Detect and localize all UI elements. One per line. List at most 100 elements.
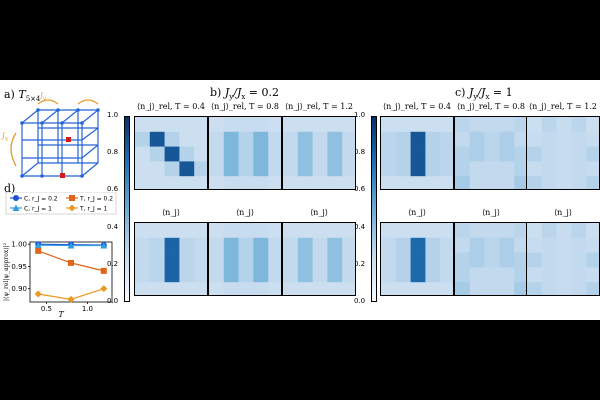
heatmap-cell <box>514 131 527 147</box>
heatmap-cell <box>484 267 500 283</box>
heatmap-cell <box>514 146 527 162</box>
heatmap-cell <box>541 252 557 268</box>
heatmap-cell <box>455 267 471 283</box>
x-tick-label: 1.0 <box>82 305 93 313</box>
heatmap-cell <box>410 117 426 133</box>
heatmap-cell <box>425 282 441 295</box>
heatmap-cell <box>135 146 151 162</box>
heatmap-cell <box>164 146 180 162</box>
heatmap-cell <box>135 267 151 283</box>
heatmap-cell <box>499 237 515 253</box>
heatmap-cell <box>268 252 281 268</box>
jx-label: Jx <box>2 132 9 143</box>
heatmap-cell <box>514 117 527 133</box>
heatmap-cell <box>556 176 572 189</box>
legend-label: T, r_J = 0.2 <box>79 196 113 203</box>
heatmap-cell <box>223 252 239 268</box>
panel-a-label: a) T5×4 <box>4 88 41 104</box>
heatmap-cell <box>556 161 572 177</box>
heatmap-cell <box>410 131 426 147</box>
heatmap-cell <box>440 117 453 133</box>
heatmap-cell <box>179 252 195 268</box>
heatmap-b-nj-t08 <box>208 222 282 296</box>
heatmap-cell <box>342 146 355 162</box>
y-tick-label: 1.00 <box>11 241 27 249</box>
heatmap-cell <box>469 282 485 295</box>
legend-marker <box>12 204 20 211</box>
heatmap-cell <box>556 131 572 147</box>
heatmap-cell <box>541 223 557 239</box>
heatmap-cell <box>253 252 269 268</box>
heatmap-cell <box>179 131 195 147</box>
heatmap-cell <box>312 161 328 177</box>
heatmap-cell <box>381 223 397 239</box>
heatmap-cell <box>268 161 281 177</box>
heatmap-cell <box>410 161 426 177</box>
heatmap-cell <box>297 267 313 283</box>
heatmap-cell <box>327 282 343 295</box>
heatmap-cell <box>253 131 269 147</box>
heatmap-cell <box>425 146 441 162</box>
heatmap-cell <box>455 176 471 189</box>
heatmap-cell <box>425 237 441 253</box>
heatmap-cell <box>571 131 587 147</box>
heatmap-cell <box>209 176 225 189</box>
heatmap-cell <box>253 161 269 177</box>
heatmap-c-nj-t04 <box>380 222 454 296</box>
heatmap-cell <box>342 223 355 239</box>
heatmap-cell <box>484 131 500 147</box>
y-axis-label: |⟨ψ_rel|ψ_approx⟩|² <box>3 242 10 301</box>
colorbar-tick: 0.8 <box>354 148 366 157</box>
heatmap-cell <box>527 117 543 133</box>
heatmap-cell <box>499 117 515 133</box>
heatmap-cell <box>149 282 165 295</box>
heatmap-cell <box>164 117 180 133</box>
heatmap-cell <box>514 176 527 189</box>
heatmap-cell <box>164 282 180 295</box>
heatmap-cell <box>209 282 225 295</box>
heatmap-cell <box>179 176 195 189</box>
heatmap-c-rel-t08 <box>454 116 528 190</box>
heatmap-cell <box>312 267 328 283</box>
panel-b-title: b) Jy/Jx = 0.2 <box>210 86 280 102</box>
heatmap-cell <box>135 131 151 147</box>
caption-b-nj-2: ⟨n_j⟩ <box>236 208 254 217</box>
y-tick-label: 0.90 <box>11 285 27 293</box>
heatmap-cell <box>425 176 441 189</box>
heatmap-cell <box>223 131 239 147</box>
heatmap-cell <box>469 117 485 133</box>
heatmap-cell <box>194 146 207 162</box>
heatmap-cell <box>527 267 543 283</box>
heatmap-cell <box>469 176 485 189</box>
heatmap-cell <box>283 176 299 189</box>
heatmap-cell <box>381 252 397 268</box>
heatmap-cell <box>440 131 453 147</box>
heatmap-b-rel-t04 <box>134 116 208 190</box>
heatmap-cell <box>556 267 572 283</box>
heatmap-cell <box>312 252 328 268</box>
heatmap-cell <box>381 146 397 162</box>
caption-c-rel-t08: ⟨n_j⟩_rel, T = 0.8 <box>457 102 525 111</box>
heatmap-cell <box>499 176 515 189</box>
heatmap-cell <box>571 282 587 295</box>
caption-b-rel-t12: ⟨n_j⟩_rel, T = 1.2 <box>285 102 353 111</box>
heatmap-cell <box>135 223 151 239</box>
heatmap-cell <box>253 176 269 189</box>
heatmap-cell <box>312 176 328 189</box>
colorbar-tick: 0.2 <box>107 259 119 268</box>
heatmap-cell <box>253 282 269 295</box>
heatmap-b-rel-t08 <box>208 116 282 190</box>
x-tick-label: 0.5 <box>41 305 52 313</box>
colorbar-tick: 0.4 <box>107 222 119 231</box>
heatmap-cell <box>499 267 515 283</box>
heatmap-cell <box>312 237 328 253</box>
heatmap-cell <box>556 117 572 133</box>
heatmap-cell <box>283 131 299 147</box>
heatmap-cell <box>484 252 500 268</box>
heatmap-cell <box>499 161 515 177</box>
legend-marker <box>69 195 75 201</box>
heatmap-cell <box>469 267 485 283</box>
caption-b-nj-3: ⟨n_j⟩ <box>310 208 328 217</box>
heatmap-cell <box>381 131 397 147</box>
heatmap-cell <box>484 146 500 162</box>
